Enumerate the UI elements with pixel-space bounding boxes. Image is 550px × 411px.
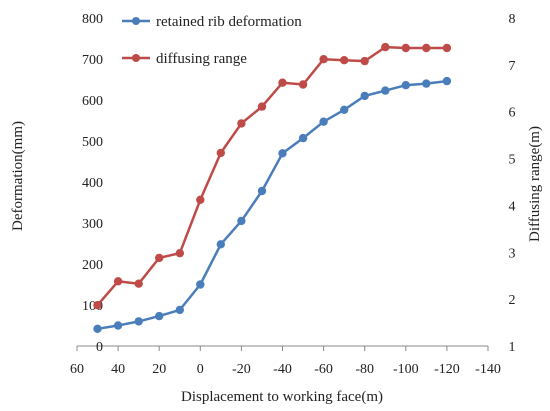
legend-item-deformation: retained rib deformation <box>122 14 302 30</box>
legend-item-diffusing-range: diffusing range <box>122 51 247 67</box>
y-left-tick-label: 400 <box>82 176 103 191</box>
y-left-tick-label: 0 <box>96 340 103 355</box>
data-point-diffusing-range <box>319 55 328 64</box>
plot-area: 60 40 20 0 -20 -40 -60 -80 -100 -120 -140 01002003… <box>70 12 516 377</box>
data-point-diffusing-range <box>93 301 102 310</box>
data-point-diffusing-range <box>237 119 246 128</box>
y-right-tick-label: 2 <box>509 293 516 308</box>
data-point-deformation <box>216 240 225 249</box>
data-point-diffusing-range <box>278 78 287 87</box>
data-point-diffusing-range <box>422 43 431 53</box>
x-tick-label: 20 <box>152 362 166 377</box>
series-line-diffusing-range <box>96 45 447 307</box>
x-tick-label: -40 <box>273 362 292 377</box>
data-point-deformation <box>278 149 287 158</box>
data-point-deformation <box>381 86 390 95</box>
data-point-diffusing-range <box>401 43 410 53</box>
data-point-deformation <box>442 76 452 86</box>
legend-swatch-marker-deformation <box>132 17 140 25</box>
y-left-axis-title: Deformation(mm) <box>10 121 26 231</box>
y-left-tick-label: 600 <box>82 94 103 109</box>
x-axis-ticks: 60 40 20 0 -20 -40 -60 -80 -100 -120 -140 <box>70 346 501 377</box>
data-point-diffusing-range <box>175 249 184 258</box>
data-point-deformation <box>319 117 328 126</box>
y-right-tick-label: 5 <box>509 153 516 168</box>
data-point-diffusing-range <box>113 277 123 286</box>
data-point-deformation <box>422 79 431 88</box>
x-tick-label: 0 <box>197 362 204 377</box>
x-tick-label: 40 <box>111 362 125 377</box>
legend: retained rib deformation diffusing range <box>122 14 302 67</box>
y-left-tick-label: 200 <box>82 258 103 273</box>
y-right-tick-label: 4 <box>509 199 516 214</box>
data-point-diffusing-range <box>442 43 452 53</box>
x-tick-label: 60 <box>70 362 84 377</box>
data-point-diffusing-range <box>134 279 143 288</box>
data-point-deformation <box>134 317 143 326</box>
data-point-deformation <box>360 91 369 101</box>
y-left-tick-label: 500 <box>82 135 103 150</box>
x-tick-label: -120 <box>434 362 460 377</box>
x-tick-label: -140 <box>475 362 501 377</box>
y-right-axis-ticks: 1 2 3 4 5 6 7 8 <box>509 12 516 355</box>
data-point-diffusing-range <box>381 42 390 52</box>
y-right-tick-label: 3 <box>509 246 516 261</box>
data-point-deformation <box>237 216 246 226</box>
data-point-deformation <box>93 324 102 333</box>
x-tick-label: -60 <box>314 362 333 377</box>
data-point-deformation <box>113 321 123 330</box>
data-point-deformation <box>175 305 184 315</box>
data-point-deformation <box>155 311 164 321</box>
x-tick-label: -20 <box>232 362 251 377</box>
data-point-diffusing-range <box>216 148 225 158</box>
legend-label-diffusing-range: diffusing range <box>156 51 247 67</box>
data-point-deformation <box>340 105 349 115</box>
data-point-diffusing-range <box>155 253 164 263</box>
legend-swatch-marker-diffusing-range <box>132 54 140 62</box>
legend-label-deformation: retained rib deformation <box>156 14 302 30</box>
x-axis-title: Displacement to working face(m) <box>181 389 383 405</box>
series-layer <box>93 42 452 333</box>
data-point-deformation <box>298 133 308 143</box>
y-left-tick-label: 300 <box>82 217 103 232</box>
data-point-deformation <box>196 280 205 289</box>
data-point-diffusing-range <box>196 195 205 204</box>
data-point-diffusing-range <box>360 56 369 66</box>
y-right-axis-title: Diffusing range(m) <box>527 126 543 242</box>
data-point-diffusing-range <box>257 102 267 111</box>
y-right-tick-label: 6 <box>509 106 516 121</box>
x-tick-label: -100 <box>393 362 419 377</box>
y-right-tick-label: 1 <box>509 340 516 355</box>
y-right-tick-label: 7 <box>509 59 516 74</box>
data-point-diffusing-range <box>340 56 349 65</box>
data-point-diffusing-range <box>298 80 308 89</box>
x-tick-label: -80 <box>355 362 374 377</box>
y-left-tick-label: 800 <box>82 12 103 27</box>
y-left-tick-label: 700 <box>82 53 103 68</box>
series-line-deformation <box>97 79 448 331</box>
data-point-deformation <box>401 81 410 90</box>
data-point-deformation <box>257 186 267 196</box>
y-right-tick-label: 8 <box>509 12 516 27</box>
